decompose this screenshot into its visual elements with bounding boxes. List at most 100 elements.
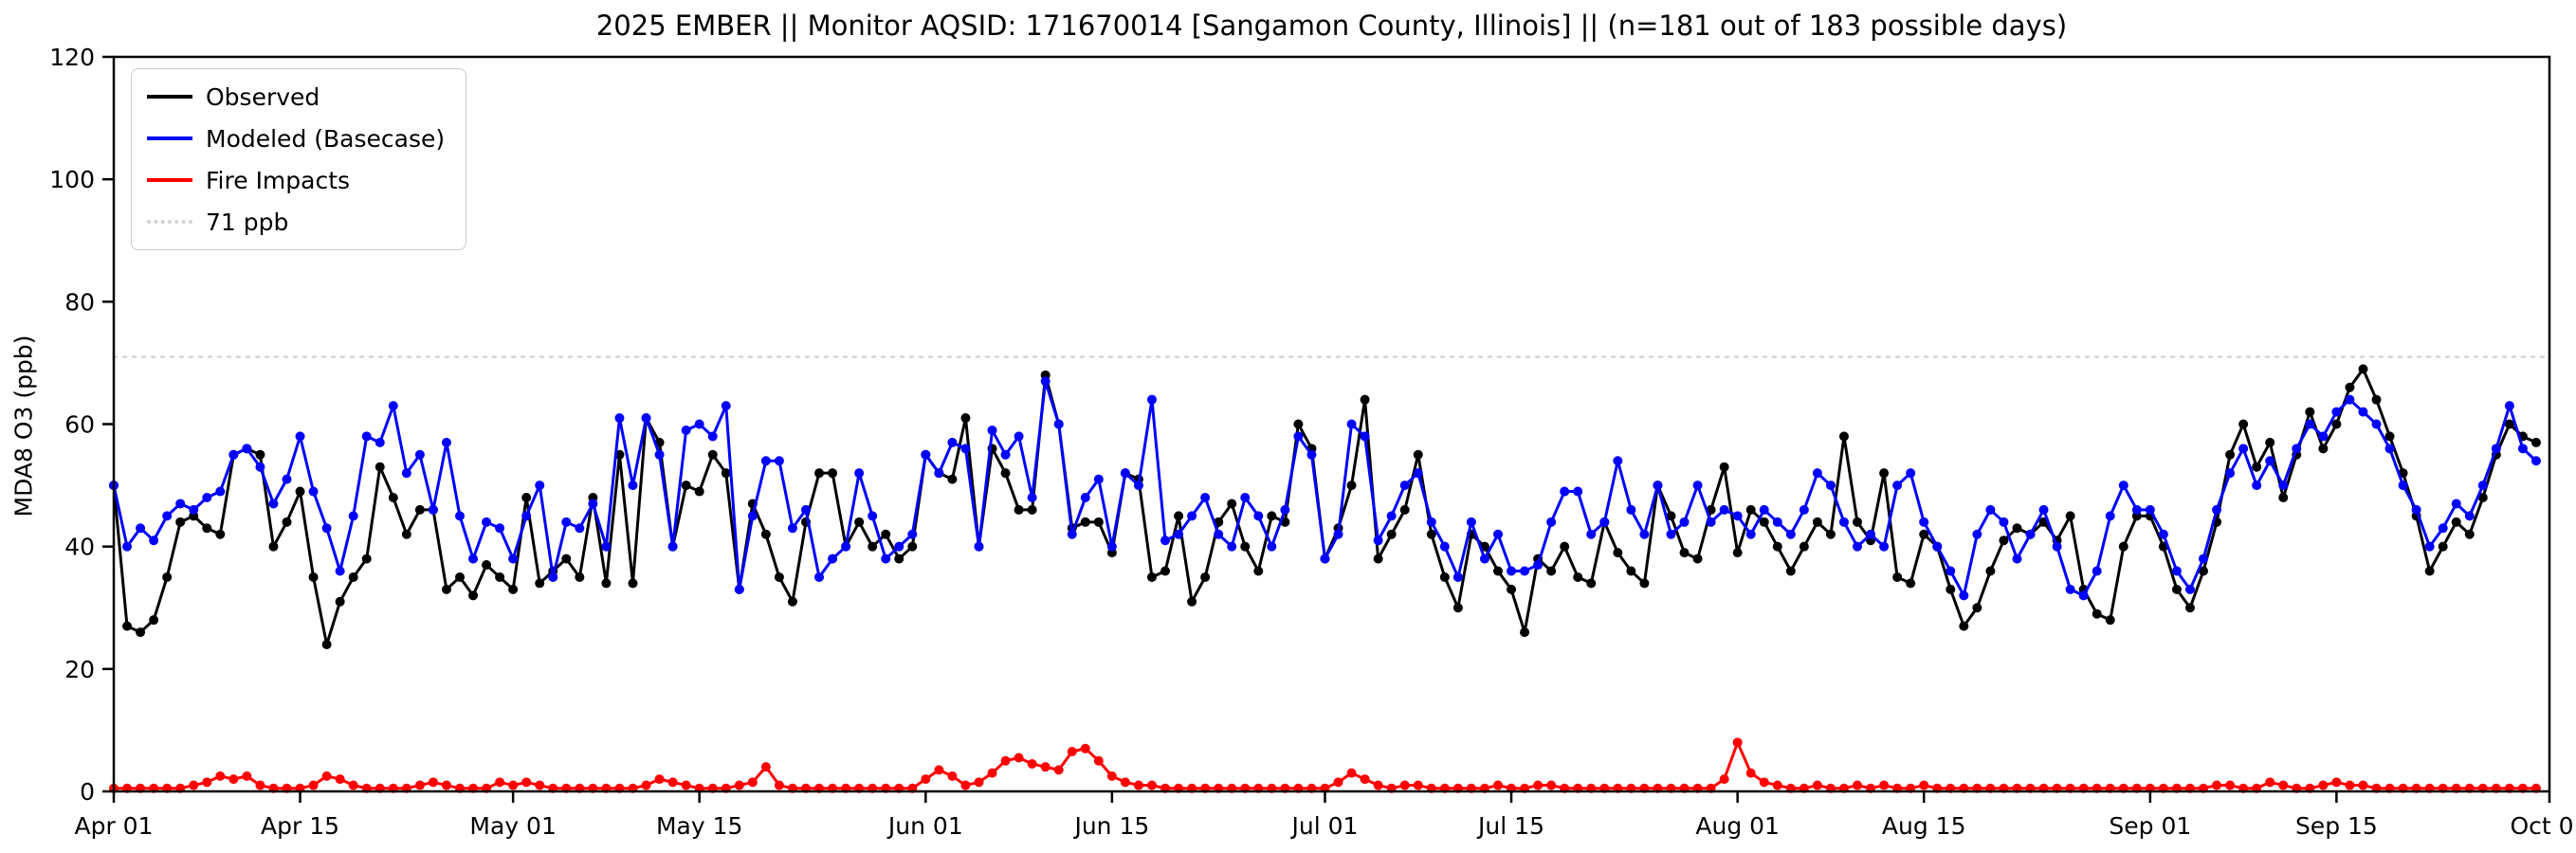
series-marker: [2345, 382, 2355, 392]
series-marker: [2238, 419, 2249, 429]
series-marker: [1187, 511, 1197, 521]
series-marker: [2384, 431, 2395, 442]
series-marker: [202, 493, 212, 502]
series-marker: [934, 765, 944, 775]
series-marker: [561, 517, 572, 527]
series-marker: [1452, 603, 1463, 613]
series-marker: [255, 780, 265, 790]
series-marker: [2052, 541, 2062, 552]
series-marker: [2118, 481, 2128, 491]
series-marker: [375, 462, 385, 472]
series-marker: [1200, 493, 1211, 502]
series-marker: [1785, 566, 1796, 576]
series-marker: [468, 554, 479, 564]
series-marker: [747, 777, 758, 788]
series-marker: [282, 517, 292, 527]
series-marker: [2464, 511, 2475, 521]
series-marker: [2065, 511, 2075, 521]
series-marker: [1959, 621, 1969, 631]
series-marker: [2318, 444, 2329, 454]
series-marker: [2530, 456, 2541, 466]
series-marker: [2358, 780, 2368, 790]
series-marker: [575, 572, 585, 582]
series-marker: [628, 481, 638, 491]
series-marker: [1133, 481, 1143, 491]
series-marker: [535, 578, 545, 589]
series-marker: [760, 762, 771, 772]
x-tick-label: Apr 15: [261, 812, 339, 840]
series-marker: [1866, 529, 1876, 539]
series-marker: [175, 517, 186, 527]
series-marker: [934, 468, 944, 479]
series-marker: [2504, 419, 2514, 429]
series-marker: [2118, 541, 2128, 552]
series-marker: [2384, 444, 2395, 454]
series-marker: [1533, 560, 1544, 571]
series-marker: [601, 541, 612, 552]
series-marker: [2225, 449, 2236, 460]
x-tick-label: May 01: [469, 812, 556, 840]
series-marker: [1214, 529, 1224, 539]
series-marker: [1879, 541, 1890, 552]
series-marker: [787, 596, 797, 607]
series-marker: [1014, 431, 1024, 442]
series-marker: [136, 523, 146, 534]
series-marker: [774, 780, 784, 790]
series-marker: [1599, 517, 1610, 527]
series-marker: [734, 780, 744, 790]
series-marker: [2358, 407, 2368, 417]
series-marker: [1892, 572, 1903, 582]
series-marker: [401, 468, 411, 479]
series-marker: [1745, 504, 1756, 515]
series-marker: [2411, 504, 2421, 515]
series-marker: [2184, 584, 2195, 594]
series-marker: [1626, 566, 1636, 576]
series-marker: [202, 777, 212, 788]
series-marker: [2438, 541, 2448, 552]
series-marker: [2265, 456, 2275, 466]
series-marker: [1639, 529, 1650, 539]
series-marker: [361, 431, 372, 442]
series-marker: [321, 640, 332, 649]
series-marker: [1825, 529, 1836, 539]
series-marker: [681, 481, 691, 491]
legend-item-label: Fire Impacts: [206, 166, 351, 194]
series-marker: [1373, 554, 1383, 564]
y-tick-label: 0: [80, 778, 95, 806]
series-marker: [1745, 529, 1756, 539]
series-marker: [1040, 762, 1050, 772]
series-marker: [1972, 529, 1982, 539]
series-marker: [2331, 777, 2342, 788]
series-marker: [1174, 511, 1184, 521]
series-marker: [242, 444, 252, 454]
series-marker: [1653, 481, 1663, 491]
series-marker: [1146, 780, 1157, 790]
series-marker: [1879, 780, 1890, 790]
series-marker: [654, 774, 665, 785]
series-marker: [2252, 481, 2262, 491]
series-marker: [1492, 780, 1503, 790]
series-marker: [1333, 777, 1343, 788]
series-marker: [414, 504, 425, 515]
series-marker: [1399, 504, 1410, 515]
series-marker: [1240, 541, 1251, 552]
series-marker: [2318, 780, 2329, 790]
y-tick-label: 120: [49, 44, 95, 71]
series-marker: [681, 780, 691, 790]
series-marker: [1919, 517, 1929, 527]
x-tick-label: Sep 15: [2295, 812, 2378, 840]
series-marker: [1027, 504, 1037, 515]
series-marker: [588, 499, 598, 509]
series-marker: [375, 437, 385, 447]
series-marker: [149, 535, 159, 546]
series-marker: [2212, 504, 2222, 515]
series-marker: [1560, 486, 1570, 497]
series-marker: [335, 596, 345, 607]
series-marker: [2105, 511, 2115, 521]
series-marker: [1293, 431, 1304, 442]
series-marker: [2398, 481, 2408, 491]
series-marker: [2238, 444, 2249, 454]
series-marker: [1333, 529, 1343, 539]
series-marker: [894, 541, 904, 552]
series-marker: [1120, 468, 1130, 479]
